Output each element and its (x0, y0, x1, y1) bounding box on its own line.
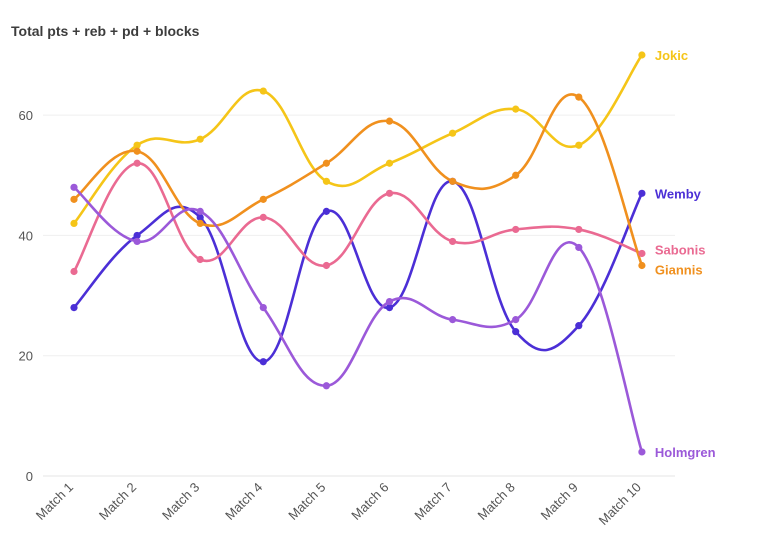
data-point-sabonis (196, 255, 204, 264)
series-line-holmgren (72, 186, 644, 454)
x-tick-label: Match 10 (596, 480, 644, 528)
series-lines (72, 53, 644, 454)
data-point-sabonis (638, 249, 646, 258)
data-points (70, 51, 646, 456)
data-point-giannis (575, 93, 583, 101)
data-point-giannis (512, 171, 520, 179)
data-point-wemby (385, 304, 394, 312)
x-tick-label: Match 7 (411, 480, 454, 523)
data-point-jokic (133, 141, 141, 149)
data-point-wemby (322, 207, 330, 215)
data-point-wemby (575, 322, 583, 330)
data-point-sabonis (133, 159, 141, 167)
data-point-wemby (196, 213, 204, 221)
data-point-wemby (512, 328, 520, 336)
data-point-holmgren (322, 382, 330, 390)
series-label-wemby: Wemby (655, 186, 702, 201)
data-point-jokic (449, 129, 457, 137)
x-tick-label: Match 6 (348, 480, 391, 523)
data-point-jokic (196, 135, 204, 143)
data-point-jokic (385, 159, 394, 167)
data-point-wemby (259, 358, 267, 366)
x-tick-label: Match 1 (33, 480, 76, 523)
y-tick-label: 0 (26, 469, 33, 484)
series-line-jokic (72, 53, 644, 225)
data-point-holmgren (385, 297, 394, 306)
data-point-holmgren (133, 237, 141, 246)
data-point-jokic (575, 141, 583, 149)
series-label-sabonis: Sabonis (655, 242, 706, 257)
data-point-holmgren (638, 448, 646, 456)
data-point-wemby (638, 189, 646, 197)
chart-title: Total pts + reb + pd + blocks (11, 23, 200, 39)
data-point-holmgren (70, 183, 78, 191)
data-point-sabonis (575, 225, 583, 234)
data-point-sabonis (512, 225, 520, 234)
y-tick-label: 20 (19, 349, 33, 364)
x-tick-label: Match 5 (285, 480, 328, 523)
data-point-sabonis (259, 213, 267, 221)
data-point-holmgren (196, 207, 204, 215)
data-point-jokic (259, 87, 267, 95)
data-point-giannis (385, 117, 394, 125)
series-labels: Jokic Wemby Sabonis Giannis Holmgren (655, 48, 716, 460)
x-tick-label: Match 9 (538, 480, 581, 523)
x-tick-label: Match 2 (96, 480, 139, 523)
data-point-jokic (512, 105, 520, 113)
y-tick-label: 60 (19, 108, 33, 123)
series-line-wemby (72, 180, 644, 364)
data-point-giannis (259, 195, 267, 203)
data-point-wemby (70, 304, 78, 312)
data-point-giannis (133, 147, 141, 155)
data-point-jokic (70, 219, 78, 227)
series-label-jokic: Jokic (655, 48, 688, 63)
data-point-holmgren (259, 304, 267, 312)
data-point-holmgren (575, 243, 583, 252)
data-point-giannis (449, 177, 457, 185)
series-label-holmgren: Holmgren (655, 445, 716, 460)
grid-lines (43, 114, 675, 477)
data-point-jokic (322, 177, 330, 185)
series-label-giannis: Giannis (655, 263, 703, 278)
x-tick-label: Match 4 (222, 480, 265, 523)
data-point-holmgren (449, 316, 457, 324)
data-point-jokic (638, 51, 646, 59)
x-tick-label: Match 3 (159, 480, 202, 523)
data-point-sabonis (322, 261, 330, 270)
series-line-giannis (72, 93, 644, 267)
data-point-giannis (70, 195, 78, 203)
data-point-holmgren (512, 316, 520, 324)
data-point-sabonis (385, 189, 394, 197)
data-point-sabonis (70, 267, 78, 276)
x-tick-label: Match 8 (475, 480, 518, 523)
y-tick-label: 40 (19, 228, 33, 243)
data-point-giannis (322, 159, 330, 167)
data-point-giannis (638, 261, 646, 270)
data-point-wemby (133, 231, 141, 240)
data-point-giannis (196, 219, 204, 227)
data-point-sabonis (449, 237, 457, 246)
